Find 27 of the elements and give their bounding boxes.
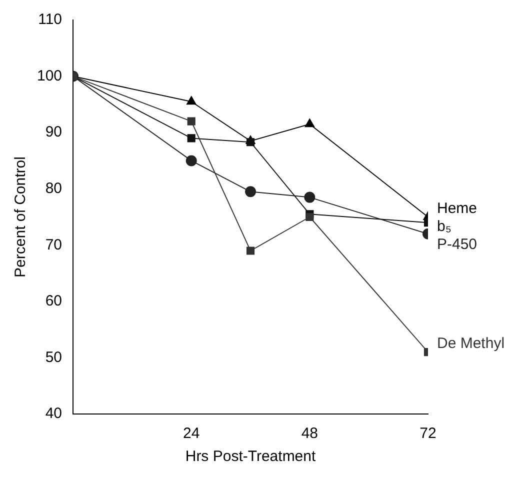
x-axis-title: Hrs Post-Treatment [185, 448, 316, 466]
series-label: b₅ [437, 218, 452, 236]
point [186, 155, 197, 166]
point [246, 138, 255, 146]
point [245, 186, 256, 198]
point [187, 134, 196, 142]
y-axis-title: Percent of Control [12, 156, 30, 278]
series-label: P-450 [437, 236, 478, 254]
y-tick-label: 100 [36, 67, 62, 84]
y-tick-label: 80 [45, 180, 62, 197]
y-tick-label: 70 [45, 236, 62, 254]
point [306, 212, 314, 222]
y-tick-label: 90 [45, 124, 62, 141]
y-tick-label: 110 [38, 11, 62, 28]
x-tick-label: 72 [420, 425, 436, 442]
y-tick-label: 60 [45, 292, 62, 310]
point [186, 96, 196, 105]
y-tick-label: 50 [45, 348, 62, 366]
x-tick-label: 48 [301, 425, 318, 442]
point [304, 192, 316, 203]
point [187, 117, 196, 126]
y-tick-label: 40 [45, 405, 62, 422]
series-label: Heme [437, 200, 478, 218]
point [304, 118, 315, 128]
series-label: De Methyl [437, 335, 505, 352]
point [246, 246, 255, 255]
x-tick-label: 24 [183, 425, 200, 442]
